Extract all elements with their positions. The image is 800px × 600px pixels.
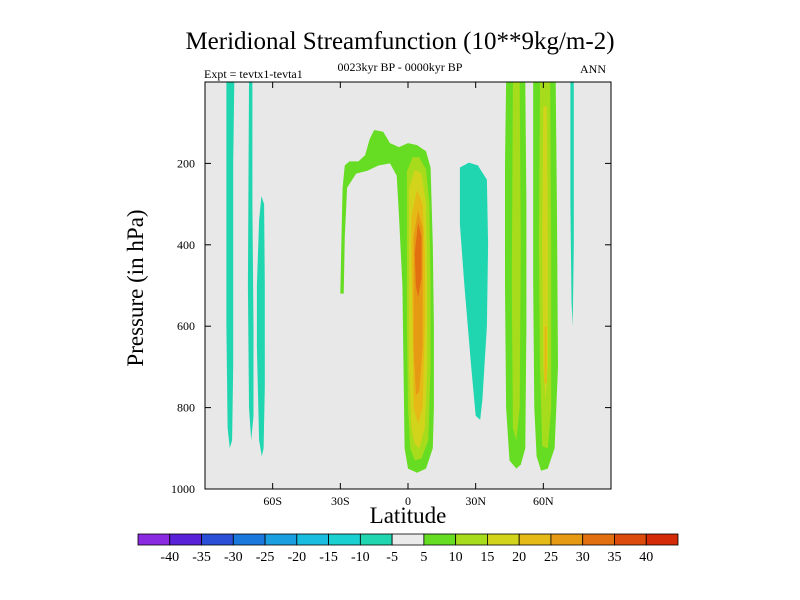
colorbar-swatch <box>423 533 457 546</box>
x-tick-label: 0 <box>405 494 411 508</box>
colorbar-label: 35 <box>607 550 621 565</box>
colorbar-label: 10 <box>449 550 463 565</box>
contour-layer <box>226 82 574 473</box>
colorbar-swatch <box>550 533 584 546</box>
colorbar-swatch <box>201 533 234 546</box>
chart-subtitle: 0023kyr BP - 0000kyr BP <box>337 60 463 74</box>
colorbar-swatch <box>169 533 202 546</box>
contour-neg-band-64S <box>256 196 265 457</box>
contour-pos-band-60N-20 <box>544 326 547 384</box>
colorbar-swatch <box>296 533 329 546</box>
colorbar-swatch <box>391 533 425 546</box>
colorbar-label: -5 <box>386 550 398 565</box>
y-tick-label: 800 <box>177 401 195 415</box>
colorbar-label: -10 <box>351 550 370 565</box>
contour-neg-band-70S <box>247 82 254 441</box>
axis-ticks: 200 400 600 800 1000 60S 30S 0 30N 60N <box>171 82 611 508</box>
colorbar-label: 25 <box>544 550 558 565</box>
colorbar-label: 15 <box>480 550 494 565</box>
y-tick-label: 200 <box>177 156 195 170</box>
colorbar-swatch <box>614 533 647 546</box>
colorbar-swatch <box>487 533 520 546</box>
y-tick-label: 600 <box>177 319 195 333</box>
colorbar-label: -25 <box>256 550 275 565</box>
season-label: ANN <box>580 62 606 76</box>
colorbar-label: 20 <box>512 550 526 565</box>
colorbar-label: -20 <box>287 550 306 565</box>
colorbar-swatch <box>328 533 361 546</box>
experiment-label: Expt = tevtx1-tevta1 <box>204 67 303 81</box>
colorbar-label: -35 <box>192 550 211 565</box>
colorbar-label: -30 <box>224 550 243 565</box>
y-tick-label: 400 <box>177 238 195 252</box>
y-tick-label: 1000 <box>171 482 195 496</box>
colorbar-label: 40 <box>639 550 653 565</box>
colorbar-label: -15 <box>319 550 338 565</box>
x-axis-label: Latitude <box>369 503 447 528</box>
colorbar-swatch <box>455 533 488 546</box>
contour-neg-band-80S <box>226 82 235 449</box>
x-tick-label: 60S <box>263 494 282 508</box>
colorbar-swatch <box>582 533 615 546</box>
colorbar-label: 5 <box>420 550 427 565</box>
colorbar-swatch <box>232 533 266 546</box>
colorbar-swatch <box>645 533 679 546</box>
contour-pos-equator-30 <box>414 222 422 298</box>
colorbar-swatch <box>264 533 298 546</box>
x-tick-label: 30S <box>331 494 350 508</box>
contour-neg-equator-28N <box>459 162 489 420</box>
colorbar-swatch <box>359 533 393 546</box>
colorbar-swatch <box>518 533 552 546</box>
x-tick-label: 30N <box>465 494 486 508</box>
y-axis-label: Pressure (in hPa) <box>123 209 148 367</box>
x-tick-label: 60N <box>533 494 554 508</box>
contour-neg-band-72N <box>570 82 574 327</box>
contour-pos-band-48N-10 <box>511 82 521 441</box>
colorbar-label: 30 <box>576 550 590 565</box>
colorbar-swatch <box>137 533 171 546</box>
colorbar-label: -40 <box>160 550 179 565</box>
colorbar: -40 -35 -30 -25 -20 -15 -10 -5 5 10 15 20 25 30 35 40 <box>137 533 679 565</box>
chart-title: Meridional Streamfunction (10**9kg/m-2) <box>185 28 615 55</box>
